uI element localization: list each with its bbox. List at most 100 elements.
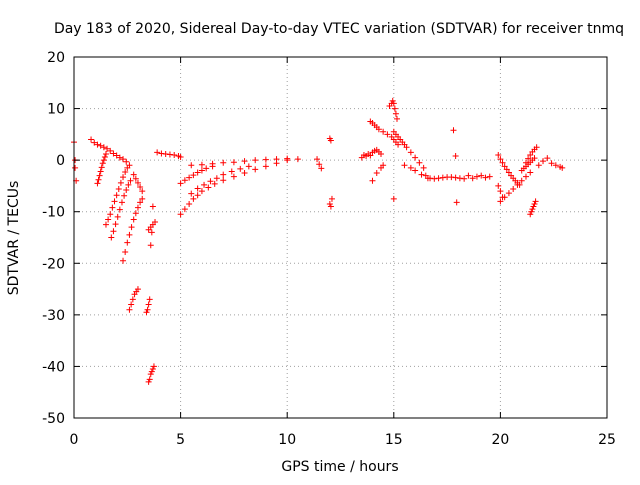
data-point (177, 154, 184, 161)
data-point (314, 156, 321, 163)
data-point (148, 229, 155, 236)
data-point (505, 190, 512, 197)
data-point (201, 181, 208, 188)
x-axis-label: GPS time / hours (281, 459, 398, 475)
data-point (177, 211, 184, 218)
data-point (111, 198, 118, 205)
data-point (220, 171, 227, 178)
data-point (407, 149, 414, 156)
data-point (194, 185, 201, 192)
data-point (503, 166, 510, 173)
data-point (124, 164, 131, 171)
data-point (418, 171, 425, 178)
data-point (158, 150, 165, 157)
data-point (252, 166, 259, 173)
y-tick-label: -40 (42, 359, 65, 375)
data-point (452, 153, 459, 160)
data-point (412, 167, 419, 174)
data-point (198, 167, 205, 174)
data-point (391, 105, 398, 112)
data-point (198, 161, 205, 168)
data-point (198, 188, 205, 195)
series-arc-l-rise (177, 157, 291, 218)
data-point (144, 306, 151, 313)
data-point (482, 174, 489, 181)
series-arc-20-sides (495, 182, 506, 201)
data-point (95, 176, 102, 183)
data-point (384, 131, 391, 138)
data-point (294, 156, 301, 163)
data-point (134, 286, 141, 293)
data-point (469, 175, 476, 182)
series-arc-21-up (522, 144, 540, 166)
data-point (527, 211, 534, 218)
data-point (145, 301, 152, 308)
data-point (510, 186, 517, 193)
series-peak-15 (386, 97, 400, 122)
data-point (100, 144, 107, 151)
data-point (540, 158, 547, 165)
data-point (97, 142, 104, 149)
data-point (273, 156, 280, 163)
data-point (149, 366, 156, 373)
data-point (143, 309, 150, 316)
data-point (100, 157, 107, 164)
data-point (522, 159, 529, 166)
series-arc-m-rise2 (177, 163, 216, 187)
data-point (525, 155, 532, 162)
data-point (473, 173, 480, 180)
y-tick-label: -10 (42, 205, 65, 221)
data-point (495, 151, 502, 158)
data-point (102, 221, 109, 228)
data-point (528, 208, 535, 215)
data-point (154, 149, 161, 156)
data-point (478, 172, 485, 179)
data-point (284, 155, 291, 162)
data-point (373, 170, 380, 177)
series-arc-f-low (126, 286, 141, 313)
data-point (544, 155, 551, 162)
data-point (499, 159, 506, 166)
x-tick-label: 5 (176, 432, 185, 448)
data-point (148, 368, 155, 375)
data-point (465, 172, 472, 179)
data-point (94, 141, 101, 148)
series-arc-21-deep (527, 198, 539, 218)
series-arc-15-down (390, 128, 427, 171)
data-point (137, 199, 144, 206)
data-point (501, 163, 508, 170)
data-point (122, 248, 129, 255)
data-point (105, 216, 112, 223)
series-cluster-18-19 (450, 127, 493, 206)
grid-layer (74, 57, 607, 418)
data-point (407, 164, 414, 171)
x-tick-label: 25 (598, 432, 616, 448)
data-point (237, 165, 244, 172)
data-point (186, 200, 193, 207)
data-point (205, 184, 212, 191)
data-point (120, 156, 127, 163)
data-point (122, 169, 129, 176)
x-tick-label: 0 (70, 432, 79, 448)
data-point (146, 376, 153, 383)
data-point (162, 150, 169, 157)
data-point (452, 174, 459, 181)
data-point (230, 159, 237, 166)
data-point (241, 158, 248, 165)
data-point (316, 161, 323, 168)
series-arc-d (108, 177, 134, 241)
data-point (420, 164, 427, 171)
data-point (533, 144, 540, 151)
data-point (194, 192, 201, 199)
data-point (123, 158, 130, 165)
data-point (88, 136, 95, 143)
data-point (241, 170, 248, 177)
data-point (132, 175, 139, 182)
data-point (495, 182, 502, 189)
data-point (72, 164, 79, 171)
data-point (245, 163, 252, 170)
data-point (228, 168, 235, 175)
data-point (203, 165, 210, 172)
data-point (132, 210, 139, 217)
